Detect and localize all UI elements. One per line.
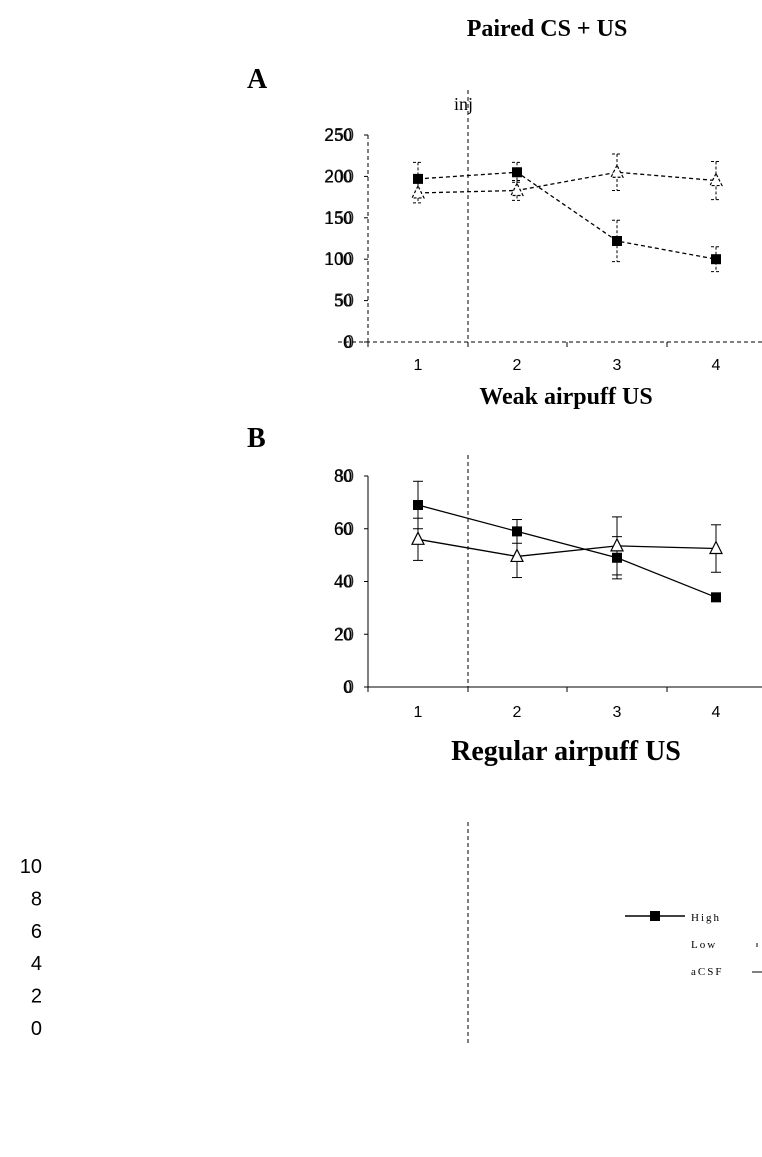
data-point-square bbox=[711, 254, 721, 265]
y-tick-label: 250 bbox=[325, 125, 352, 145]
data-point-square bbox=[413, 500, 423, 511]
y-tick-label: 0 bbox=[343, 332, 352, 352]
figure-title: Paired CS + US bbox=[467, 16, 628, 42]
data-point-triangle bbox=[510, 548, 524, 563]
panel-c-title: Regular airpuff US bbox=[451, 736, 681, 767]
data-point-triangle bbox=[709, 540, 723, 555]
y-tick-label-overlay: 0 bbox=[344, 332, 354, 352]
x-tick-label: 3 bbox=[613, 704, 622, 721]
data-point-square bbox=[711, 592, 721, 603]
y-tick-label: 10 bbox=[20, 856, 42, 878]
y-tick-label: 60 bbox=[334, 519, 352, 539]
plot-a bbox=[411, 153, 723, 273]
x-tick-label: 3 bbox=[613, 357, 622, 374]
y-tick-label-overlay: 250 bbox=[324, 125, 354, 145]
y-ticks-c: 0 2 4 6 8 10 bbox=[20, 856, 42, 1040]
y-tick-label-overlay: 60 bbox=[334, 519, 354, 539]
series-line-triangle bbox=[417, 171, 717, 194]
x-tick-label: 1 bbox=[414, 704, 423, 721]
series-line-square bbox=[417, 504, 717, 598]
data-point-triangle bbox=[709, 172, 723, 187]
inj-label: inj bbox=[454, 94, 473, 114]
data-point-triangle bbox=[610, 163, 624, 178]
y-tick-label: 150 bbox=[325, 208, 352, 228]
y-tick-label: 6 bbox=[31, 921, 42, 943]
y-tick-label-overlay: 20 bbox=[334, 624, 354, 644]
y-tick-label: 50 bbox=[334, 291, 352, 311]
legend-high-marker bbox=[650, 911, 660, 921]
x-ticks-a: 1 2 3 4 bbox=[367, 342, 721, 374]
y-tick-label-overlay: 150 bbox=[324, 208, 354, 228]
y-tick-label: 2 bbox=[31, 986, 42, 1008]
y-tick-label: 8 bbox=[31, 888, 42, 910]
y-tick-label-overlay: 40 bbox=[334, 572, 354, 592]
panel-b-label: B bbox=[247, 423, 266, 454]
data-point-triangle bbox=[610, 537, 624, 552]
data-point-square bbox=[413, 173, 423, 184]
x-tick-label: 1 bbox=[414, 357, 423, 374]
data-point-square bbox=[612, 235, 622, 246]
y-tick-label: 20 bbox=[334, 624, 352, 644]
legend-low-label: Low bbox=[691, 939, 717, 951]
y-tick-label: 4 bbox=[31, 953, 42, 975]
series-line-square bbox=[417, 171, 717, 260]
data-point-square bbox=[512, 526, 522, 537]
y-tick-label: 0 bbox=[31, 1018, 42, 1040]
panel-c: Regular airpuff US 0 2 4 6 8 10 High Low aCSF bbox=[20, 736, 762, 1045]
y-tick-label-overlay: 50 bbox=[334, 291, 354, 311]
series-line-triangle bbox=[417, 538, 717, 558]
y-tick-label: 80 bbox=[334, 466, 352, 486]
y-tick-label-overlay: 80 bbox=[334, 466, 354, 486]
y-tick-label-overlay: 100 bbox=[324, 249, 354, 269]
panel-b-title: Weak airpuff US bbox=[479, 384, 652, 410]
legend-high-label: High bbox=[691, 912, 721, 924]
x-ticks-b: 1 2 3 4 bbox=[367, 687, 721, 721]
panel-a-label: A bbox=[247, 64, 268, 95]
data-point-triangle bbox=[411, 184, 425, 199]
y-tick-label: 0 bbox=[343, 677, 352, 697]
y-tick-label-overlay: 200 bbox=[324, 166, 354, 186]
x-tick-label: 4 bbox=[712, 357, 721, 374]
y-tick-label: 200 bbox=[325, 166, 352, 186]
x-tick-label: 4 bbox=[712, 704, 721, 721]
legend: High Low aCSF bbox=[625, 911, 762, 978]
x-tick-label: 2 bbox=[513, 704, 522, 721]
x-tick-label: 2 bbox=[513, 357, 522, 374]
data-point-square bbox=[512, 167, 522, 178]
legend-acsf-label: aCSF bbox=[691, 966, 723, 978]
y-tick-label: 40 bbox=[334, 572, 352, 592]
data-point-triangle bbox=[510, 182, 524, 197]
y-tick-label: 100 bbox=[325, 249, 352, 269]
y-tick-label-overlay: 0 bbox=[344, 677, 354, 697]
data-point-triangle bbox=[411, 530, 425, 545]
plot-b bbox=[411, 480, 723, 603]
